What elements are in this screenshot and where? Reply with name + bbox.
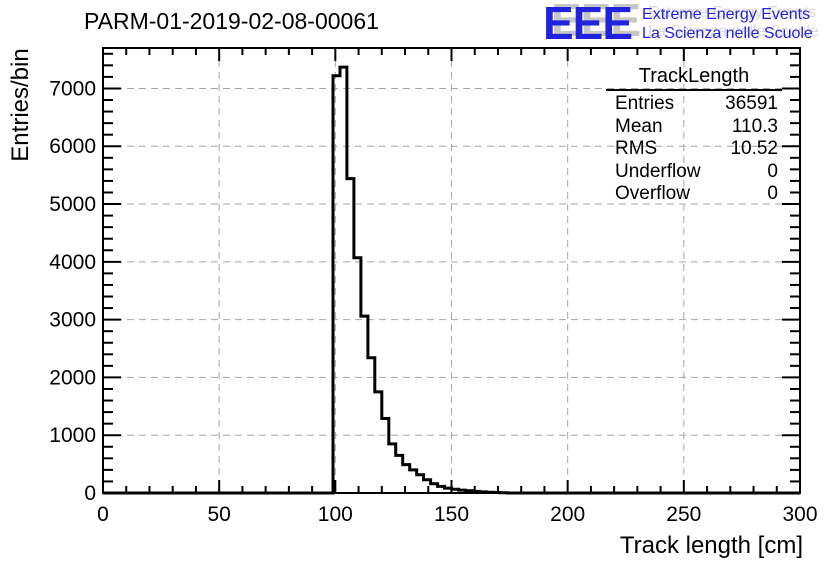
x-tick-label: 50 [207,503,230,526]
stats-box-rows: Entries 36591 Mean 110.3 RMS 10.52 Under… [606,91,782,206]
plot-frame [102,47,801,494]
eee-logo-letters: EEE [543,0,633,49]
eee-logo-line1: Extreme Energy Events [642,6,811,23]
eee-logo-text: Extreme Energy Events La Scienza nelle S… [642,5,813,43]
stats-row-label: Mean [615,115,663,137]
y-tick-label: 2000 [49,366,96,389]
x-tick-label: 300 [782,503,817,526]
y-tick-label: 6000 [49,135,96,158]
stats-row-value: 0 [767,160,778,182]
stats-row: Underflow 0 [615,161,778,184]
y-tick-label: 7000 [49,77,96,100]
y-tick-label: 0 [84,482,96,505]
x-tick-label: 150 [434,503,469,526]
x-tick-label: 200 [550,503,585,526]
x-axis-title: Track length [cm] [619,532,803,559]
stats-row-label: RMS [615,138,658,160]
stats-row: Mean 110.3 [615,116,778,139]
stats-row-label: Underflow [615,160,701,182]
stats-row: Entries 36591 [615,93,778,116]
stats-row-label: Entries [615,93,675,114]
x-tick-label: 250 [666,503,701,526]
stats-row-value: 10.52 [730,138,778,160]
y-tick-label: 3000 [49,309,96,332]
stats-box: TrackLength Entries 36591 Mean 110.3 RMS… [606,64,782,206]
stats-row-label: Overflow [615,183,690,205]
x-tick-label: 100 [318,503,353,526]
stats-row: RMS 10.52 [615,138,778,161]
y-tick-label: 5000 [49,193,96,216]
histogram-line [103,65,800,495]
stats-box-title: TrackLength [606,64,782,91]
y-tick-label: 4000 [49,251,96,274]
plot-title: PARM-01-2019-02-08-00061 [84,8,379,34]
stats-row-value: 110.3 [731,115,778,137]
stats-row-value: 0 [767,183,778,205]
stats-row: Overflow 0 [615,183,778,206]
eee-logo: EEE Extreme Energy Events La Scienza nel… [543,0,813,49]
stats-row-value: 36591 [725,93,778,114]
y-tick-label: 1000 [49,424,96,447]
x-tick-label: 0 [97,503,109,526]
eee-logo-line2: La Scienza nelle Scuole [642,25,813,42]
